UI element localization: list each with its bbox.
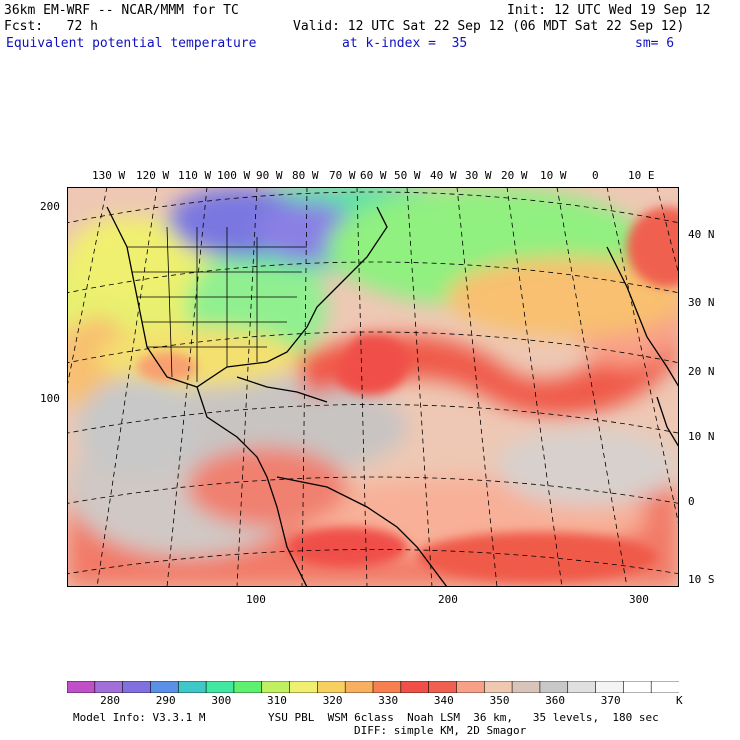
- longitude-label: 10 E: [628, 169, 655, 182]
- latitude-label: 20 N: [688, 365, 715, 378]
- forecast-hour: Fcst: 72 h: [4, 19, 98, 34]
- latitude-label: 30 N: [688, 296, 715, 309]
- valid-time: Valid: 12 UTC Sat 22 Sep 12 (06 MDT Sat …: [293, 19, 685, 34]
- color-swatch: [94, 681, 124, 693]
- longitude-label: 90 W: [256, 169, 283, 182]
- theta-e-detail: [137, 207, 679, 582]
- color-swatch: [595, 681, 625, 693]
- color-scale-label: 340: [433, 694, 454, 707]
- color-swatch: [483, 681, 513, 693]
- color-scale-label: 330: [378, 694, 399, 707]
- color-swatch: [233, 681, 263, 693]
- color-swatch: [511, 681, 541, 693]
- latitude-label: 10 N: [688, 430, 715, 443]
- field-name: Equivalent potential temperature: [6, 36, 257, 51]
- longitude-label: 120 W: [136, 169, 170, 182]
- physics-info: YSU PBL WSM 6class Noah LSM 36 km, 35 le…: [268, 711, 659, 724]
- grid-x-label: 100: [246, 593, 266, 606]
- longitude-label: 30 W: [465, 169, 492, 182]
- color-swatch: [317, 681, 346, 693]
- color-scale-units: K: [676, 694, 683, 707]
- color-swatch: [122, 681, 152, 693]
- coastlines: [106, 206, 679, 587]
- grid-y-label: 100: [40, 392, 60, 405]
- longitude-label: 40 W: [430, 169, 457, 182]
- color-swatch: [650, 681, 679, 693]
- longitude-label: 70 W: [329, 169, 356, 182]
- latitude-label: 10 S: [688, 573, 715, 586]
- color-swatch: [456, 681, 486, 693]
- diffusion-info: DIFF: simple KM, 2D Smagor: [354, 724, 527, 737]
- color-swatch: [67, 681, 96, 693]
- color-scale-label: 280: [100, 694, 120, 707]
- color-scale-label: 300: [211, 694, 232, 707]
- state-borders: [127, 226, 307, 382]
- grid-x-label: 300: [629, 593, 649, 606]
- color-swatch: [372, 681, 402, 693]
- theta-e-map: [67, 187, 679, 587]
- color-swatch: [539, 681, 569, 693]
- color-scale-label: 360: [545, 694, 566, 707]
- grid-y-label: 200: [40, 200, 60, 213]
- level-index: at k-index = 35: [342, 36, 468, 51]
- color-swatch: [205, 681, 235, 693]
- color-swatch: [400, 681, 430, 693]
- model-info: Model Info: V3.3.1 M: [73, 711, 206, 724]
- map-frame: [67, 187, 679, 587]
- longitude-label: 10 W: [540, 169, 567, 182]
- color-swatch: [289, 681, 319, 693]
- map-panel: [67, 187, 679, 587]
- longitude-label: 60 W: [360, 169, 387, 182]
- color-swatch: [567, 681, 597, 693]
- latlon-grid: [67, 187, 679, 587]
- grid-x-label: 200: [438, 593, 458, 606]
- color-scale-label: 320: [322, 694, 343, 707]
- init-time: Init: 12 UTC Wed 19 Sep 12: [507, 3, 711, 18]
- longitude-label: 130 W: [92, 169, 126, 182]
- longitude-label: 100 W: [217, 169, 251, 182]
- color-swatch: [261, 681, 291, 693]
- longitude-label: 20 W: [501, 169, 528, 182]
- color-scale-label: 290: [155, 694, 176, 707]
- color-swatch: [623, 681, 652, 693]
- color-swatch: [428, 681, 458, 693]
- latitude-label: 40 N: [688, 228, 715, 241]
- color-swatch: [344, 681, 374, 693]
- color-swatch: [150, 681, 180, 693]
- smoothing: sm= 6: [635, 36, 675, 51]
- color-scale-label: 310: [267, 694, 287, 707]
- longitude-label: 80 W: [292, 169, 319, 182]
- color-scale-bar: [67, 681, 679, 693]
- longitude-label: 110 W: [178, 169, 212, 182]
- color-swatch: [177, 681, 207, 693]
- longitude-label: 50 W: [394, 169, 421, 182]
- color-scale-label: 350: [489, 694, 510, 707]
- model-title: 36km EM-WRF -- NCAR/MMM for TC: [4, 3, 239, 18]
- longitude-label: 0: [592, 169, 599, 182]
- latitude-label: 0: [688, 495, 695, 508]
- color-scale-label: 370: [600, 694, 621, 707]
